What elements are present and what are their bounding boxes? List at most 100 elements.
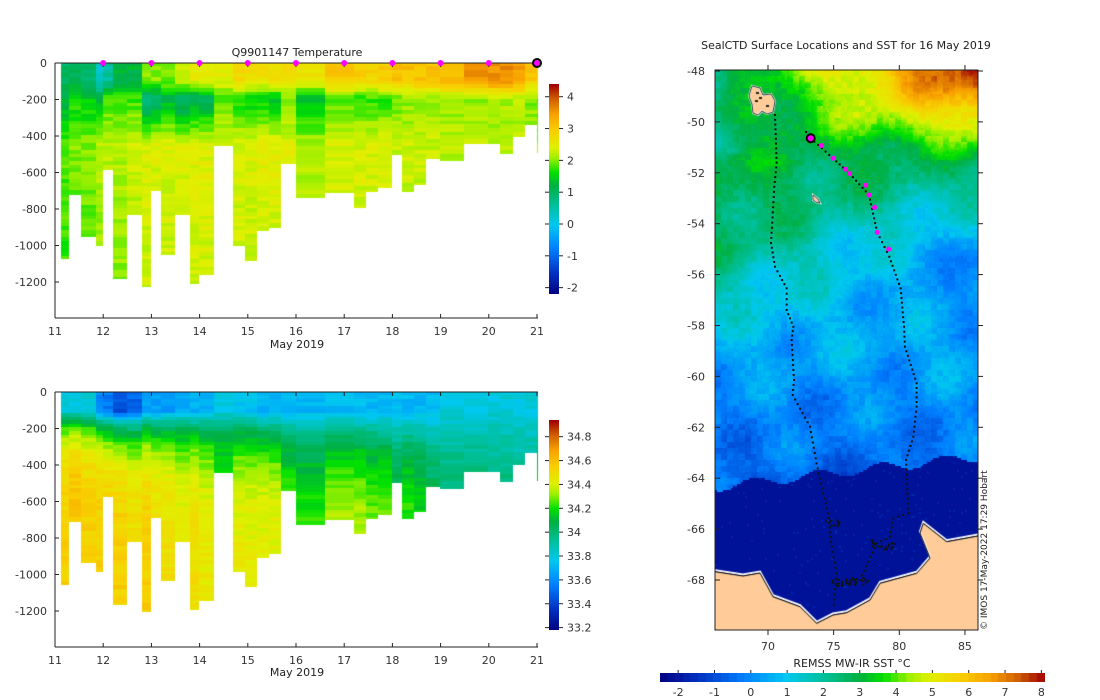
track-dot-west [773,260,776,263]
track-dot-east [873,217,876,220]
track-dot-west [771,211,774,214]
track-dot-west [799,407,802,410]
track-dot-west [773,180,776,183]
track-dot-west [783,283,786,286]
track-cluster-dot [891,546,894,549]
sst-map-image [715,70,978,630]
salinity-x-tick-label: 11 [48,654,62,667]
sst-colorbar-tick-label: 8 [1038,686,1045,699]
track-dot-west [781,279,784,282]
track-cluster-dot [870,539,873,542]
temperature-colorbar-tick-label: 3 [567,123,574,136]
track-dot-east [913,425,916,428]
sst-colorbar-tick-label: 3 [856,686,863,699]
track-dot-east [835,160,838,163]
track-dot-east [813,140,816,143]
track-dot-east [906,354,909,357]
track-dot-west [792,388,795,391]
track-dot-west [831,551,834,554]
track-dot-west [775,156,778,159]
map-frame [714,69,979,631]
track-cluster-dot [888,545,891,548]
track-cluster-dot [871,545,874,548]
temperature-colorbar-tick-label: 0 [567,218,574,231]
track-dot-east [903,335,906,338]
sst-colorbar [660,673,1045,682]
track-cluster-dot [841,585,844,588]
track-cluster-dot [838,521,841,524]
track-dot-east [902,320,905,323]
track-cluster-dot [866,579,869,582]
track-dot-west [832,556,835,559]
temperature-x-tick-label: 18 [385,325,399,338]
salinity-y-tick-label: -800 [22,532,47,545]
track-dot-east [906,492,909,495]
temperature-x-tick-label: 14 [193,325,207,338]
track-dot-east [907,449,910,452]
recent-profile-marker [842,166,848,172]
track-dot-west [770,242,773,245]
track-cluster-dot [873,542,876,545]
track-dot-west [826,507,829,510]
track-dot-west [815,462,818,465]
track-dot-east [824,150,827,153]
track-dot-west [788,317,791,320]
sst-colorbar-tick-label: -2 [673,686,684,699]
track-dot-west [792,373,795,376]
track-dot-west [828,521,831,524]
salinity-x-tick-label: 17 [337,654,351,667]
track-dot-east [915,396,918,399]
track-dot-east [914,377,917,380]
map-lat-tick-label: -56 [687,269,705,282]
track-dot-east [845,582,848,585]
track-dot-west [774,176,777,179]
track-dot-west [775,166,778,169]
salinity-x-tick-label: 12 [96,654,110,667]
map-lat-tick-label: -68 [687,574,705,587]
track-dot-west [774,123,777,126]
track-dot-east [901,311,904,314]
track-dot-east [858,183,861,186]
track-cluster-dot [851,577,854,580]
track-dot-west [792,383,795,386]
salinity-xlabel: May 2019 [269,666,325,679]
track-dot-west [818,477,821,480]
track-dot-east [915,391,918,394]
map-lat-tick-label: -48 [687,65,705,78]
track-dot-east [900,296,903,299]
sst-colorbar-tick-label: 1 [784,686,791,699]
track-dot-west [792,325,795,328]
map-lat-tick-label: -62 [687,421,705,434]
track-dot-east [913,420,916,423]
temperature-y-tick-label: 0 [40,57,47,70]
track-dot-west [792,378,795,381]
track-dot-east [894,273,897,276]
track-dot-east [906,497,909,500]
track-dot-west [791,348,794,351]
imos-credit: © IMOS 17-May-2022 17:29 Hobart [980,470,990,630]
track-dot-east [912,435,915,438]
salinity-colorbar-tick-label: 33.8 [567,550,592,563]
salinity-y-tick-label: -400 [22,459,47,472]
salinity-colorbar-tick-label: 34 [567,526,581,539]
salinity-colorbar-tick-label: 34.4 [567,478,592,491]
track-cluster-dot [883,548,886,551]
track-dot-west [785,298,788,301]
track-dot-east [817,143,820,146]
profile-marker [389,60,396,66]
recent-profile-marker [866,192,872,198]
temperature-x-tick-label: 17 [337,325,351,338]
track-cluster-dot [841,582,844,585]
map-lon-tick-label: 80 [892,640,906,653]
salinity-x-tick-label: 20 [482,654,496,667]
track-dot-east [903,340,906,343]
track-cluster-dot [865,581,868,584]
track-dot-east [912,373,915,376]
track-cluster-dot [880,545,883,548]
profile-marker [148,60,155,66]
track-cluster-dot [846,581,849,584]
salinity-y-tick-label: -1000 [15,569,47,582]
temperature-y-tick-label: -200 [22,94,47,107]
salinity-x-tick-label: 15 [241,654,255,667]
track-cluster-dot [829,520,832,523]
